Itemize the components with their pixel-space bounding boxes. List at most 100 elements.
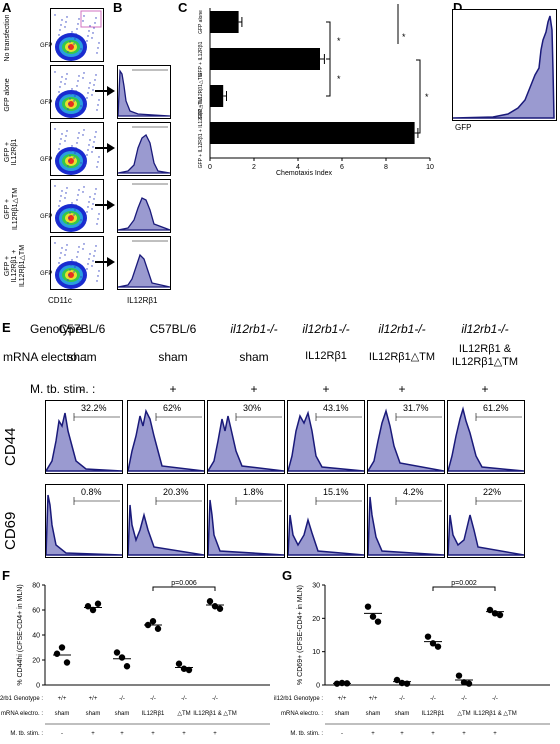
dotplot-y-axis-4: GFP [40, 271, 53, 277]
panel-a-x-axis-label: CD11c [48, 296, 72, 305]
g-row-value: △TM [457, 711, 470, 717]
f-y-tick: 60 [32, 608, 40, 615]
panel-label-a: A [2, 0, 12, 15]
dotplot-row-label-2: GFP + IL12Rβ1 [4, 138, 18, 166]
mrna-5: IL12Rβ1 & IL12Rβ1△TM [451, 343, 519, 368]
pct-cd69-1: 20.3% [163, 487, 189, 497]
g-row-value: -/- [399, 696, 405, 702]
f-row-value: +/+ [58, 696, 67, 702]
significance-star: * [337, 74, 341, 84]
f-row-label-0: il12rb1 Genotype : [0, 696, 43, 702]
dotplot-row-label-3: GFP + IL12Rβ1△TM [4, 187, 19, 231]
dotplot-row-label-4: GFP + IL12Rβ1 + IL12Rβ1△TM [4, 244, 26, 288]
genotype-3: il12rb1-/- [302, 322, 350, 336]
dotplot-4 [50, 236, 104, 290]
pct-cd69-4: 4.2% [403, 487, 424, 497]
f-row-value: sham [55, 711, 70, 717]
f-row-value: IL12Rβ1 [142, 711, 165, 717]
f-row-value: IL12Rβ1 & △TM [193, 711, 236, 717]
c-tick-label: 4 [296, 164, 300, 171]
panel-f-scatter: 0 20 40 60 80 % CD44hi (CFSE-CD4+ in MLN) p=0.… [0, 580, 270, 737]
pct-cd44-1: 62% [163, 403, 182, 413]
pct-cd44-2: 30% [243, 403, 262, 413]
c-bar-label: GFP + IL12Rβ1△TM [198, 73, 204, 119]
f-y-tick: 40 [32, 633, 40, 640]
histogram-cd69-3 [287, 484, 365, 558]
significance-star: * [337, 36, 341, 46]
genotype-1: C57BL/6 [149, 322, 197, 336]
c-bar-label: GFP + IL12Rβ1 [198, 41, 204, 76]
f-row-value: -/- [119, 696, 125, 702]
f-point [123, 663, 131, 670]
g-point [369, 613, 377, 620]
stim-row-label: M. tb. stim. : [30, 382, 96, 396]
f-point [94, 600, 102, 607]
arrow-icon [95, 257, 115, 267]
histogram-b-0 [117, 65, 171, 119]
g-row-value: -/- [461, 696, 467, 702]
g-row-value: -/- [492, 696, 498, 702]
genotype-0: C57BL/6 [58, 322, 106, 336]
c-bar [210, 11, 239, 33]
histogram-cd44-1 [127, 400, 205, 474]
g-row-value: - [341, 731, 343, 737]
f-row-value: + [120, 731, 124, 737]
f-point [216, 605, 224, 612]
c-tick-label: 0 [208, 164, 212, 171]
c-bar [210, 85, 224, 107]
stim-1: + [169, 382, 177, 396]
f-row-value: + [182, 731, 186, 737]
f-point [154, 625, 162, 632]
f-row-value: sham [86, 711, 101, 717]
g-y-tick: 30 [312, 583, 320, 590]
f-row-value: -/- [212, 696, 218, 702]
dotplot-0 [50, 8, 104, 62]
pct-cd44-5: 61.2% [483, 403, 509, 413]
g-point [455, 672, 463, 679]
f-row-value: -/- [181, 696, 187, 702]
pct-cd44-0: 32.2% [81, 403, 107, 413]
histogram-cd69-4 [367, 484, 445, 558]
g-point [364, 603, 372, 610]
pct-cd44-4: 31.7% [403, 403, 429, 413]
stim-4: + [398, 382, 406, 396]
f-row-value: +/+ [89, 696, 98, 702]
histogram-cd44-4 [367, 400, 445, 474]
f-point [58, 644, 66, 651]
panel-label-e: E [2, 320, 11, 335]
g-row-value: -/- [430, 696, 436, 702]
c-tick-label: 10 [426, 164, 434, 171]
g-row-value: + [371, 731, 375, 737]
g-point [374, 618, 382, 625]
panel-label-g: G [282, 568, 293, 583]
g-row-label-0: il12rb1 Genotype : [274, 696, 323, 702]
g-row-value: IL12Rβ1 & △TM [473, 711, 516, 717]
g-row-value: +/+ [369, 696, 378, 702]
histogram-cd44-5 [447, 400, 525, 474]
f-row-value: + [151, 731, 155, 737]
g-point [424, 633, 432, 640]
mrna-0: sham [67, 350, 97, 364]
mrna-2: sham [239, 350, 269, 364]
histogram-cd69-5 [447, 484, 525, 558]
c-tick-label: 8 [384, 164, 388, 171]
histogram-cd69-2 [207, 484, 285, 558]
g-row-value: IL12Rβ1 [422, 711, 445, 717]
panel-label-f: F [2, 568, 10, 583]
f-point [185, 666, 193, 674]
f-point [175, 660, 183, 667]
row-label-cd44: CD44 [2, 427, 19, 466]
g-row-value: sham [395, 711, 410, 717]
f-point [89, 606, 97, 614]
f-p-value: p=0.006 [171, 580, 197, 587]
f-row-value: - [61, 731, 63, 737]
histogram-b-1 [117, 122, 171, 176]
g-row-label-2: M. tb. stim. : [290, 731, 323, 737]
g-row-value: +/+ [338, 696, 347, 702]
g-row-value: + [462, 731, 466, 737]
g-y-tick: 0 [316, 683, 320, 690]
mrna-3: IL12Rβ1 [305, 350, 347, 362]
g-point [460, 679, 468, 686]
c-tick-label: 2 [252, 164, 256, 171]
f-row-value: + [213, 731, 217, 737]
